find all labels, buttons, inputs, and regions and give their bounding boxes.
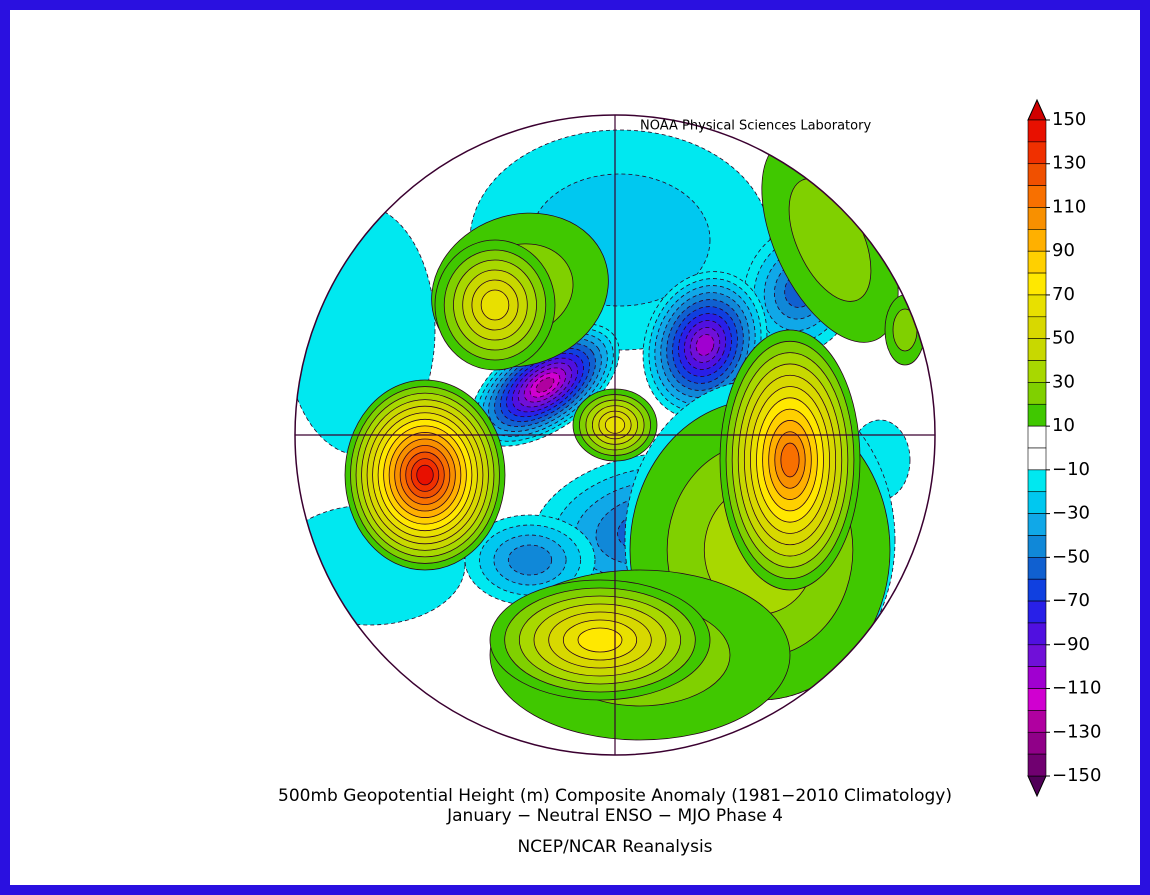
colorbar-box xyxy=(1027,403,1047,427)
colorbar-box xyxy=(1027,360,1047,383)
colorbar-label: 30 xyxy=(1052,371,1075,392)
colorbar-label: 110 xyxy=(1052,196,1086,217)
colorbar-box xyxy=(1027,469,1047,493)
colorbar-label: 130 xyxy=(1052,153,1086,174)
contour-region xyxy=(480,289,510,321)
colorbar-box xyxy=(1027,250,1047,274)
title: 500mb Geopotential Height (m) Composite … xyxy=(278,786,952,806)
colorbar-box xyxy=(1027,578,1047,602)
colorbar-box xyxy=(1027,141,1047,165)
colorbar-box xyxy=(1027,229,1047,252)
colorbar-box xyxy=(1027,622,1047,646)
colorbar-box xyxy=(1027,535,1047,558)
colorbar-label: −130 xyxy=(1052,721,1101,742)
colorbar-box xyxy=(1027,731,1047,755)
anomaly-field xyxy=(295,129,926,741)
colorbar-box xyxy=(1027,382,1047,405)
colorbar-box xyxy=(1027,338,1047,361)
contour-region xyxy=(535,377,555,393)
colorbar-label: −50 xyxy=(1052,546,1090,567)
colorbar-box xyxy=(1027,294,1047,318)
colorbar-box xyxy=(1027,710,1047,733)
subtitle: January − Neutral ENSO − MJO Phase 4 xyxy=(446,806,783,826)
colorbar-label: −90 xyxy=(1052,634,1090,655)
colorbar-box xyxy=(1027,666,1047,689)
colorbar-box xyxy=(1027,688,1047,711)
colorbar-label: 90 xyxy=(1052,240,1075,261)
colorbar-label: −110 xyxy=(1052,678,1101,699)
contour-region xyxy=(507,544,553,576)
colorbar-label: 70 xyxy=(1052,284,1075,305)
contour-region xyxy=(577,627,623,653)
colorbar-label: −70 xyxy=(1052,590,1090,611)
colorbar-box xyxy=(1027,185,1047,208)
colorbar-box xyxy=(1027,491,1047,514)
colorbar-box xyxy=(1027,753,1047,777)
colorbar-box xyxy=(1027,119,1047,143)
credit: NOAA Physical Sciences Laboratory xyxy=(640,119,871,134)
colorbar-label: −10 xyxy=(1052,459,1090,480)
colorbar-box xyxy=(1027,425,1047,449)
contour-region xyxy=(780,442,800,478)
colorbar-box xyxy=(1027,316,1047,339)
colorbar-box xyxy=(1027,513,1047,536)
map-border xyxy=(294,114,936,756)
source: NCEP/NCAR Reanalysis xyxy=(517,837,712,857)
colorbar-box xyxy=(1027,207,1047,230)
colorbar-box xyxy=(1027,163,1047,186)
colorbar-label: 10 xyxy=(1052,415,1075,436)
contour-region xyxy=(695,334,715,356)
colorbar-label: 150 xyxy=(1052,109,1086,130)
colorbar-box xyxy=(1027,644,1047,667)
colorbar-label: −30 xyxy=(1052,503,1090,524)
contour-region xyxy=(416,464,434,486)
colorbar-label: 50 xyxy=(1052,328,1075,349)
colorbar-box xyxy=(1027,600,1047,624)
colorbar-box xyxy=(1027,447,1047,471)
colorbar-box xyxy=(1027,272,1047,296)
colorbar-label: −150 xyxy=(1052,765,1101,786)
colorbar: 150 130 110 90 70 50 30 10 −10 −30 −50 −70 −90 −110 −1… xyxy=(1027,98,1101,798)
colorbar-box xyxy=(1027,557,1047,580)
